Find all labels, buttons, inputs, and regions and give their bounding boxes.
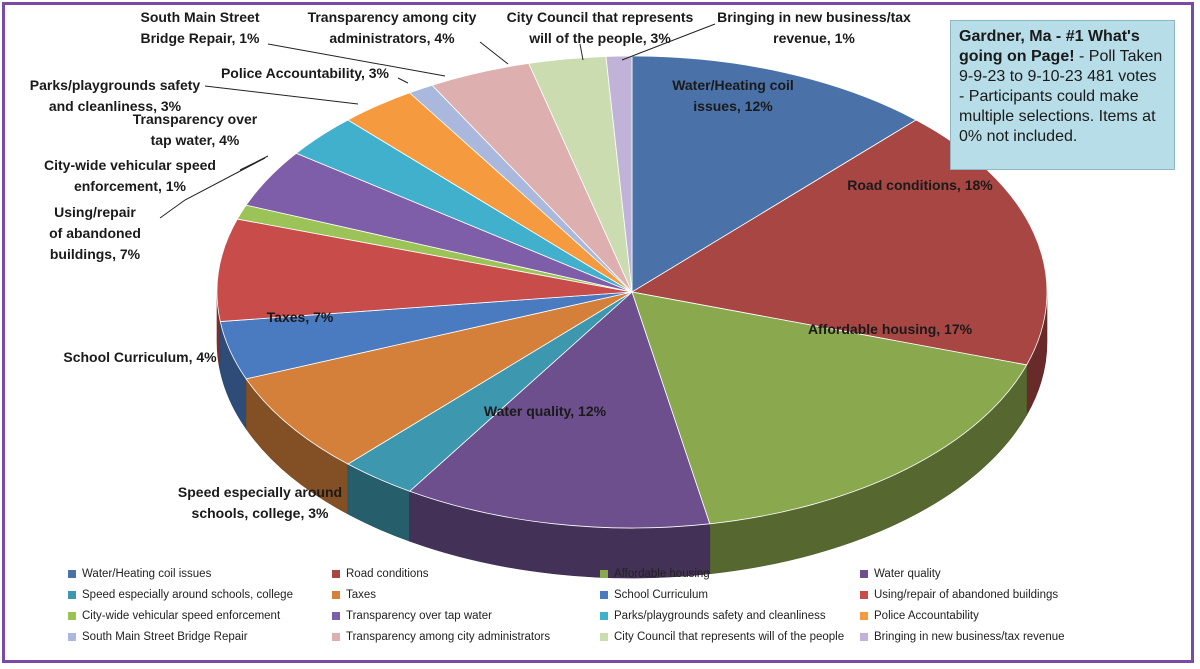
- poll-note-title: Gardner, Ma - #1 What's going on Page!: [959, 28, 1140, 65]
- legend-label-1: Road conditions: [346, 568, 429, 580]
- legend-label-15: Bringing in new business/tax revenue: [874, 631, 1065, 643]
- leader-line-7: [159, 157, 266, 219]
- legend-label-8: City-wide vehicular speed enforcement: [82, 610, 281, 622]
- legend-swatch-8: [68, 612, 76, 620]
- slice-label-9: Transparency over tap water, 4%: [133, 111, 258, 148]
- pie-slice-3: [408, 291, 711, 529]
- legend-label-4: Speed especially around schools, college: [82, 589, 293, 601]
- legend-item-3: Water quality: [860, 566, 1178, 582]
- slice-label-8: City-wide vehicular speed enforcement, 1%: [44, 157, 216, 194]
- legend-label-6: School Curriculum: [614, 589, 708, 601]
- legend-swatch-0: [68, 570, 76, 578]
- pie-labels: Water/Heating coil issues, 12% Road condit…: [30, 9, 993, 521]
- slice-label-3: Water quality, 12%: [484, 403, 607, 419]
- legend-swatch-13: [332, 633, 340, 641]
- chart-legend: Water/Heating coil issues Road conditions…: [68, 566, 1178, 645]
- legend-item-15: Bringing in new business/tax revenue: [860, 629, 1178, 645]
- legend-item-2: Affordable housing: [600, 566, 860, 582]
- legend-label-10: Parks/playgrounds safety and cleanliness: [614, 610, 826, 622]
- pie-slice-5: [245, 291, 633, 465]
- legend-item-14: City Council that represents will of the…: [600, 629, 860, 645]
- legend-label-7: Using/repair of abandoned buildings: [874, 589, 1059, 601]
- legend-label-9: Transparency over tap water: [346, 610, 492, 622]
- legend-swatch-3: [860, 570, 868, 578]
- legend-label-11: Police Accountability: [874, 610, 979, 622]
- legend-swatch-14: [600, 633, 608, 641]
- leader-line-13: [479, 41, 509, 65]
- legend-item-9: Transparency over tap water: [332, 608, 600, 624]
- slice-label-0: Water/Heating coil issues, 12%: [672, 77, 794, 114]
- legend-item-4: Speed especially around schools, college: [68, 587, 332, 603]
- pie-leader-lines: [159, 23, 716, 219]
- leader-line-8: [239, 155, 269, 171]
- legend-swatch-9: [332, 612, 340, 620]
- legend-item-10: Parks/playgrounds safety and cleanliness: [600, 608, 860, 624]
- slice-label-1: Road conditions, 18%: [847, 177, 993, 193]
- legend-item-12: South Main Street Bridge Repair: [68, 629, 332, 645]
- leader-line-12: [267, 43, 446, 77]
- leader-line-10: [204, 85, 359, 105]
- pie-slice-7: [216, 218, 633, 323]
- legend-swatch-10: [600, 612, 608, 620]
- poll-note-box: Gardner, Ma - #1 What's going on Page! -…: [950, 20, 1175, 170]
- legend-item-6: School Curriculum: [600, 587, 860, 603]
- pie-slice-2: [631, 291, 1028, 525]
- slice-label-13: Transparency among city administrators, 4…: [308, 9, 477, 46]
- slice-label-15: Bringing in new business/tax revenue, 1%: [717, 9, 911, 46]
- legend-label-12: South Main Street Bridge Repair: [82, 631, 248, 643]
- legend-item-7: Using/repair of abandoned buildings: [860, 587, 1178, 603]
- legend-swatch-12: [68, 633, 76, 641]
- legend-item-1: Road conditions: [332, 566, 600, 582]
- slice-label-6: School Curriculum, 4%: [63, 349, 217, 365]
- legend-swatch-2: [600, 570, 608, 578]
- legend-item-5: Taxes: [332, 587, 600, 603]
- legend-item-0: Water/Heating coil issues: [68, 566, 332, 582]
- legend-label-3: Water quality: [874, 568, 941, 580]
- slice-label-5: Taxes, 7%: [267, 309, 334, 325]
- legend-swatch-6: [600, 591, 608, 599]
- legend-item-11: Police Accountability: [860, 608, 1178, 624]
- slice-label-10: Parks/playgrounds safety and cleanliness,…: [30, 77, 201, 114]
- leader-line-14: [579, 43, 584, 61]
- slice-label-4: Speed especially around schools, college,…: [178, 484, 342, 521]
- legend-label-5: Taxes: [346, 589, 377, 601]
- legend-item-8: City-wide vehicular speed enforcement: [68, 608, 332, 624]
- slice-label-12: South Main Street Bridge Repair, 1%: [140, 9, 260, 46]
- pie-slice-0: [631, 55, 917, 293]
- legend-swatch-7: [860, 591, 868, 599]
- slice-label-2: Affordable housing, 17%: [808, 321, 973, 337]
- legend-label-2: Affordable housing: [614, 568, 710, 580]
- leader-line-11: [397, 77, 409, 84]
- legend-label-0: Water/Heating coil issues: [82, 568, 212, 580]
- legend-label-13: Transparency among city administrators: [346, 631, 551, 643]
- slice-label-11: Police Accountability, 3%: [221, 65, 390, 81]
- legend-item-13: Transparency among city administrators: [332, 629, 600, 645]
- legend-swatch-11: [860, 612, 868, 620]
- legend-label-14: City Council that represents will of the…: [614, 631, 845, 643]
- leader-line-15: [621, 23, 716, 61]
- legend-swatch-4: [68, 591, 76, 599]
- pie-tops: [216, 55, 1048, 529]
- legend-swatch-15: [860, 633, 868, 641]
- legend-swatch-5: [332, 591, 340, 599]
- slice-label-14: City Council that represents will of the …: [507, 9, 694, 46]
- poll-note-text: - Poll Taken 9-9-23 to 9-10-23 481 votes…: [959, 48, 1163, 145]
- legend-swatch-1: [332, 570, 340, 578]
- slice-label-7: Using/repair of abandoned buildings, 7%: [49, 204, 141, 262]
